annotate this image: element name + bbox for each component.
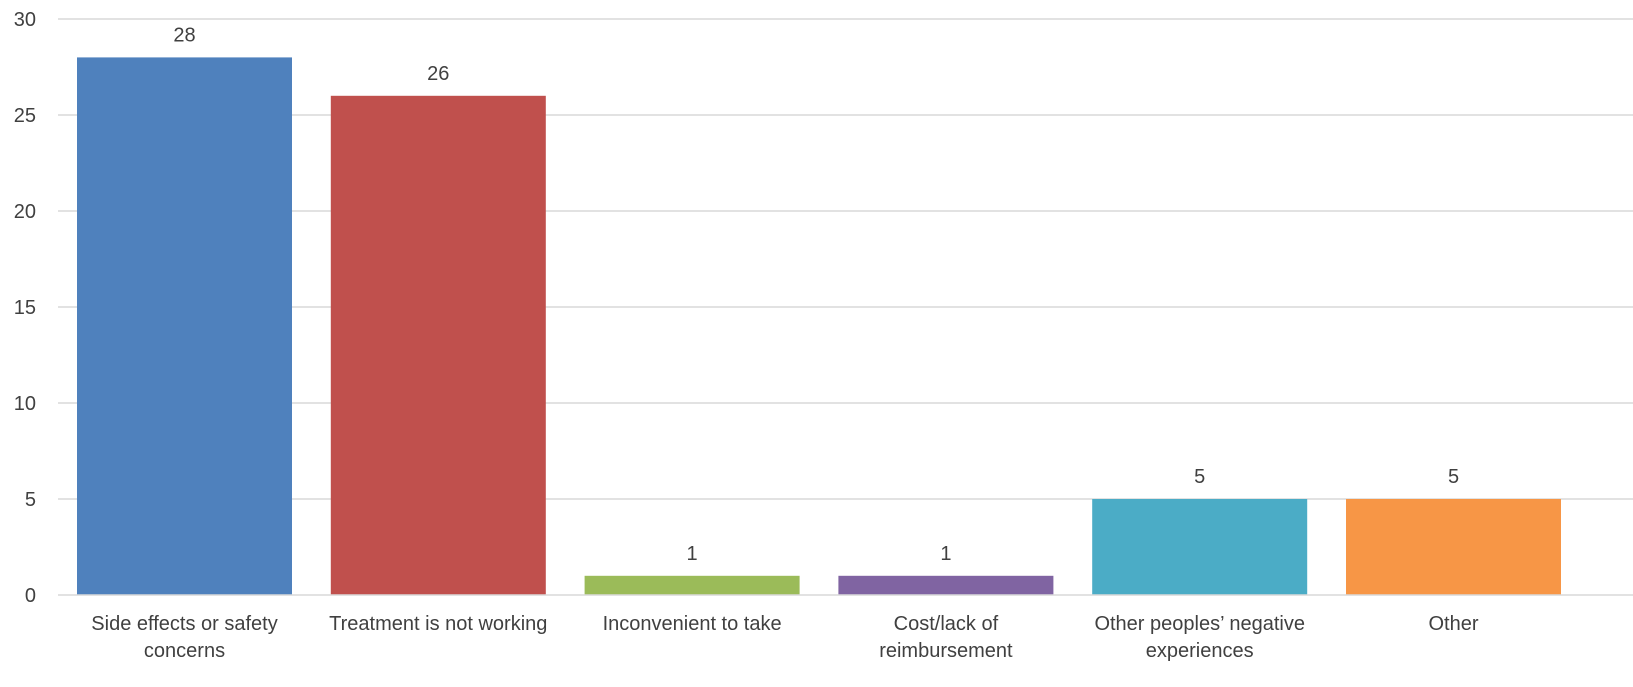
category-label: experiences: [1146, 640, 1254, 662]
category-label: reimbursement: [879, 640, 1013, 662]
y-tick-label: 20: [14, 201, 36, 223]
y-tick-label: 10: [14, 393, 36, 415]
category-label: Side effects or safety: [91, 613, 277, 635]
category-label: concerns: [144, 640, 225, 662]
y-tick-label: 30: [14, 9, 36, 31]
y-tick-label: 5: [25, 489, 36, 511]
data-label: 28: [173, 24, 195, 46]
gridlines: [58, 18, 1633, 500]
bar: [838, 575, 1054, 595]
y-tick-label: 0: [25, 585, 36, 607]
data-label: 1: [687, 543, 698, 565]
category-label: Other peoples’ negative: [1094, 613, 1305, 635]
bar: [584, 575, 800, 595]
bar: [330, 95, 546, 596]
category-label: Inconvenient to take: [603, 613, 782, 635]
y-tick-label: 25: [14, 105, 36, 127]
category-label: Other: [1428, 613, 1478, 635]
data-labels: 28 26 1 1 5 5: [173, 24, 1459, 564]
category-label: Treatment is not working: [329, 613, 547, 635]
bar: [1346, 499, 1561, 595]
y-tick-label: 15: [14, 297, 36, 319]
category-labels: Side effects or safety concerns Treatment …: [91, 613, 1479, 662]
data-label: 5: [1448, 466, 1459, 488]
category-label: Cost/lack of: [894, 613, 999, 635]
y-axis-ticks: 0 5 10 15 20 25 30: [14, 9, 36, 607]
data-label: 26: [427, 63, 449, 85]
bars: [77, 57, 1561, 596]
data-label: 5: [1194, 466, 1205, 488]
data-label: 1: [940, 543, 951, 565]
bar: [77, 57, 292, 595]
bar: [1092, 499, 1308, 595]
